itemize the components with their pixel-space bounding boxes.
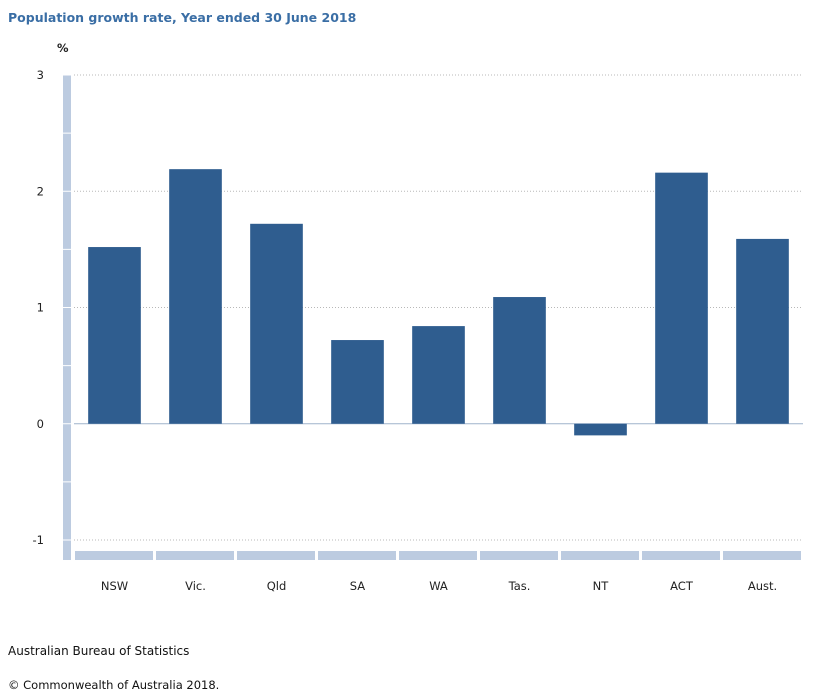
x-axis-segment [480, 551, 558, 560]
x-tick-label: NSW [101, 579, 128, 593]
x-tick-label: WA [429, 579, 448, 593]
chart-title: Population growth rate, Year ended 30 Ju… [8, 10, 357, 25]
x-tick-label: Aust. [748, 579, 777, 593]
x-tick-label: Tas. [508, 579, 531, 593]
source-note: Australian Bureau of Statistics [8, 644, 190, 658]
x-axis-segment [75, 551, 153, 560]
x-axis-segment [399, 551, 477, 560]
axes [63, 74, 801, 560]
bar-nt [574, 423, 627, 436]
y-tick-label: 0 [37, 417, 44, 431]
x-axis-segment [318, 551, 396, 560]
bars [88, 169, 789, 436]
x-tick-label: ACT [670, 579, 694, 593]
y-tick-label: 3 [37, 68, 44, 82]
x-axis-segment [561, 551, 639, 560]
x-tick-label: NT [593, 579, 610, 593]
y-axis [63, 75, 71, 560]
y-tick-label: -1 [33, 533, 44, 547]
x-axis-segment [642, 551, 720, 560]
bar-qld [250, 223, 303, 424]
y-axis-label: % [57, 41, 69, 55]
tick-labels: 3 2 1 0 -1 NSW Vic. Qld SA WA Tas. NT ACT Aust. [33, 68, 778, 593]
x-axis-segment [723, 551, 801, 560]
bar-aust [736, 238, 789, 424]
bar-tas [493, 297, 546, 424]
bar-sa [331, 340, 384, 424]
bar-wa [412, 326, 465, 424]
y-tick-label: 2 [37, 184, 44, 198]
copyright-note: © Commonwealth of Australia 2018. [8, 678, 220, 692]
bar-act [655, 172, 708, 424]
bar-vic [169, 169, 222, 424]
bar-nsw [88, 247, 141, 424]
x-axis-segment [156, 551, 234, 560]
x-axis-segment [237, 551, 315, 560]
bar-chart: 3 2 1 0 -1 NSW Vic. Qld SA WA Tas. NT ACT Aust. % [33, 41, 803, 593]
x-tick-label: Qld [267, 579, 287, 593]
x-tick-label: SA [350, 579, 366, 593]
x-tick-label: Vic. [185, 579, 206, 593]
y-tick-label: 1 [37, 301, 44, 315]
